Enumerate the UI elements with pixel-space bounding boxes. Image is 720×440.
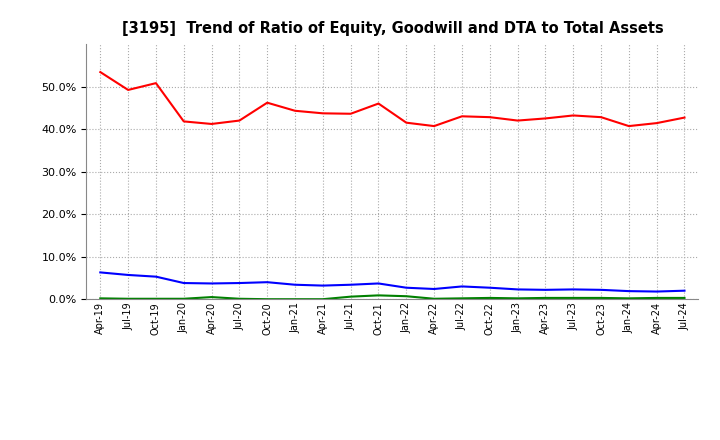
Legend: Equity, Goodwill, Deferred Tax Assets: Equity, Goodwill, Deferred Tax Assets: [204, 438, 581, 440]
Title: [3195]  Trend of Ratio of Equity, Goodwill and DTA to Total Assets: [3195] Trend of Ratio of Equity, Goodwil…: [122, 21, 663, 36]
